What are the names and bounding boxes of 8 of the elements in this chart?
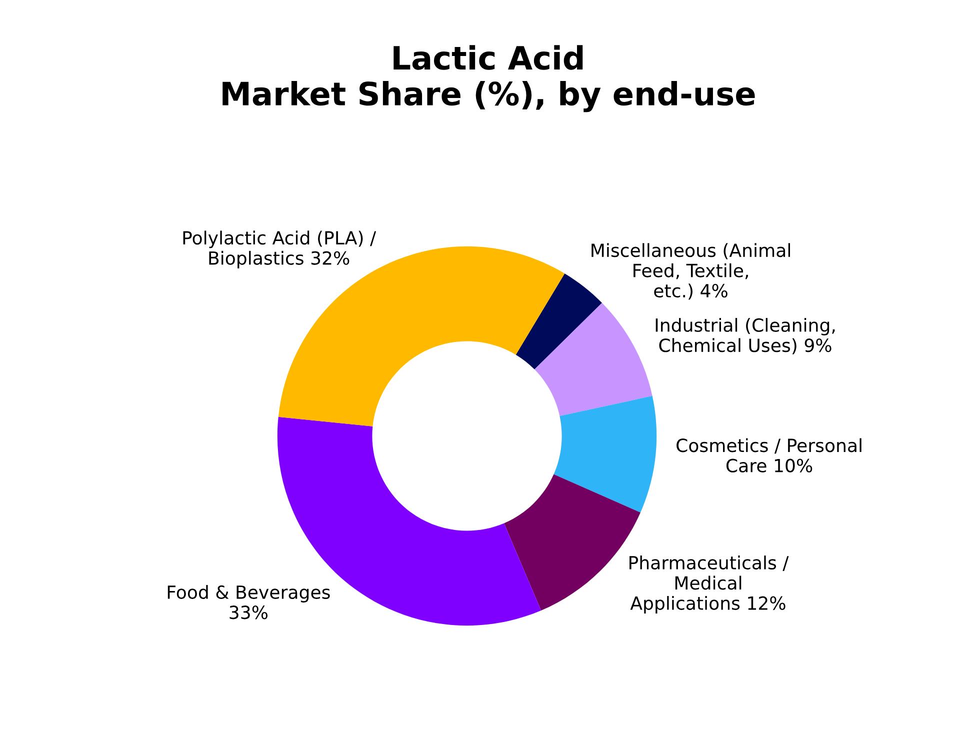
slice-label: Industrial (Cleaning, Chemical Uses) 9% bbox=[656, 318, 835, 354]
slice-label: Pharmaceuticals / Medical Applications 12% bbox=[630, 556, 789, 614]
chart-title: Lactic Acid Market Share (%), by end-use bbox=[222, 45, 755, 112]
data-label: 33% bbox=[230, 606, 268, 620]
slice-label: Cosmetics / Personal Care 10% bbox=[676, 438, 862, 472]
slice-label: Polylactic Acid (PLA) / Bioplastics 32% bbox=[183, 230, 376, 268]
slice-label: Miscellaneous (Animal Feed, Textile, etc.) 4% bbox=[592, 243, 790, 300]
slice-label: Food & Beverages bbox=[168, 585, 330, 602]
